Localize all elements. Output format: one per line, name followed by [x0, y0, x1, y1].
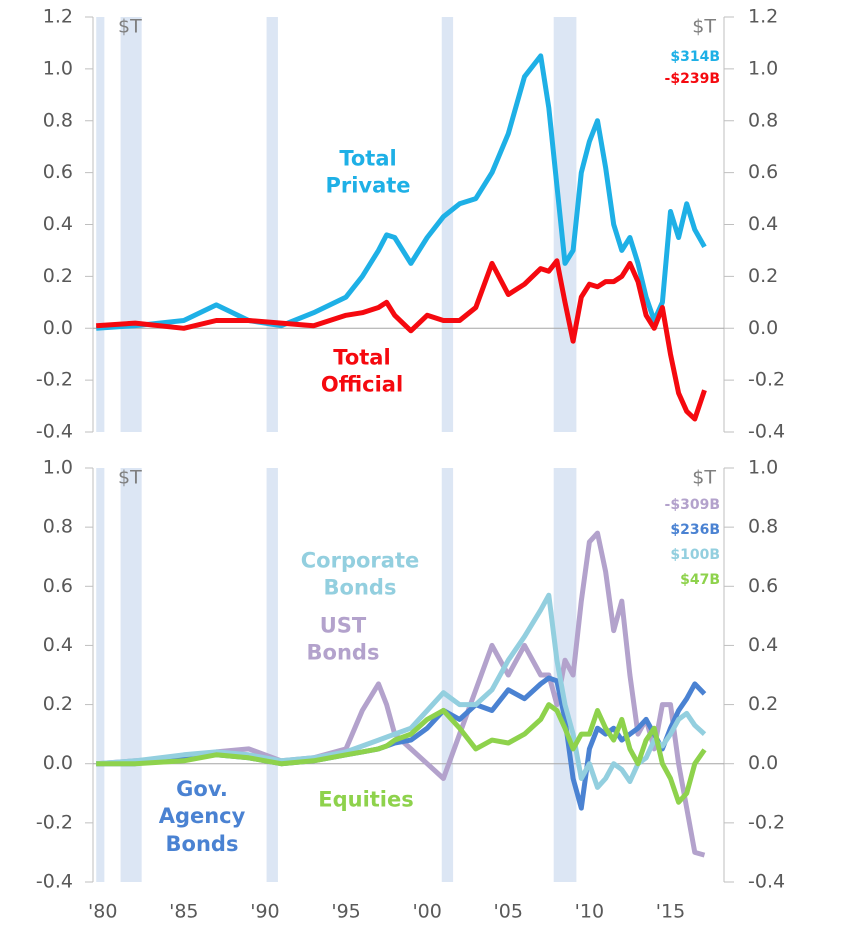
x-tick-label: '10 [575, 901, 604, 923]
x-tick-label: '85 [169, 901, 198, 923]
y-tick-label: 0.2 [43, 693, 73, 715]
series-line [96, 258, 707, 422]
unit-label: $T [692, 16, 716, 38]
x-tick-label: '80 [88, 901, 117, 923]
series-label: Total Private [325, 146, 411, 198]
y2-tick-label: 0.4 [748, 213, 778, 235]
y-tick-label: 0.6 [43, 161, 73, 183]
recession-band [266, 468, 278, 882]
y-tick-label: -0.4 [36, 421, 73, 443]
end-value-label: -$309B [665, 497, 720, 513]
series-line [96, 53, 707, 331]
x-tick-label: '90 [250, 901, 279, 923]
y-tick-label: 0.6 [43, 575, 73, 597]
unit-label: $T [692, 467, 716, 489]
y2-tick-label: -0.2 [748, 811, 785, 833]
series-line [96, 592, 707, 790]
end-value-label: $47B [680, 572, 720, 588]
x-tick-label: '95 [331, 901, 360, 923]
y-tick-label: 1.0 [43, 457, 73, 479]
y2-tick-label: 0.2 [748, 265, 778, 287]
y-tick-label: 0.4 [43, 634, 73, 656]
y-tick-label: 0.0 [43, 752, 73, 774]
y2-tick-label: 0.8 [748, 109, 778, 131]
y-tick-label: -0.4 [36, 871, 73, 893]
unit-label: $T [118, 467, 142, 489]
x-tick-label: '00 [412, 901, 441, 923]
recession-band [553, 17, 577, 432]
y2-tick-label: -0.2 [748, 369, 785, 391]
recession-band [96, 17, 105, 432]
unit-label: $T [118, 16, 142, 38]
y-tick-label: 0.8 [43, 109, 73, 131]
y2-tick-label: 0.4 [748, 634, 778, 656]
x-tick-label: '15 [656, 901, 685, 923]
recession-band [96, 468, 105, 882]
end-value-label: $100B [670, 547, 720, 563]
y2-tick-label: 0.0 [748, 752, 778, 774]
recession-band [266, 17, 278, 432]
y2-tick-label: -0.4 [748, 421, 785, 443]
series-label: Gov. Agency Bonds [158, 777, 246, 856]
y-tick-label: 1.0 [43, 57, 73, 79]
series-label: Equities [318, 787, 414, 812]
y-tick-label: 0.0 [43, 317, 73, 339]
y-tick-label: -0.2 [36, 369, 73, 391]
recession-band [120, 17, 142, 432]
y-tick-label: 0.4 [43, 213, 73, 235]
y2-tick-label: 1.2 [748, 6, 778, 28]
end-value-label: -$239B [665, 71, 720, 87]
x-tick-label: '05 [494, 901, 523, 923]
end-value-label: $236B [670, 522, 720, 538]
series-label: Corporate Bonds [300, 548, 420, 600]
y2-tick-label: 0.2 [748, 693, 778, 715]
y2-tick-label: -0.4 [748, 871, 785, 893]
y2-tick-label: 0.6 [748, 161, 778, 183]
y-tick-label: -0.2 [36, 811, 73, 833]
recession-band [120, 468, 142, 882]
recession-band [441, 17, 454, 432]
y-tick-label: 0.8 [43, 516, 73, 538]
series-label: Total Official [320, 345, 404, 397]
series-line [96, 702, 707, 805]
recession-band [441, 468, 454, 882]
y-tick-label: 1.2 [43, 6, 73, 28]
y2-tick-label: 1.0 [748, 57, 778, 79]
y2-tick-label: 0.6 [748, 575, 778, 597]
y2-tick-label: 1.0 [748, 457, 778, 479]
end-value-label: $314B [670, 49, 720, 65]
y-tick-label: 0.2 [43, 265, 73, 287]
y2-tick-label: 0.0 [748, 317, 778, 339]
y2-tick-label: 0.8 [748, 516, 778, 538]
series-label: UST Bonds [306, 613, 380, 665]
